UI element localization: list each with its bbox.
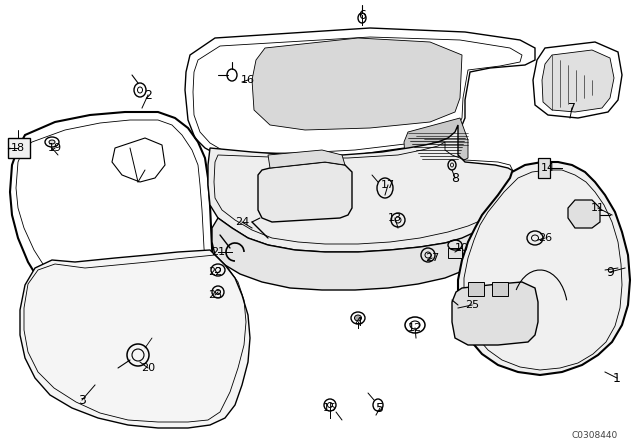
Polygon shape xyxy=(538,158,550,178)
Text: 21: 21 xyxy=(211,247,225,257)
Polygon shape xyxy=(568,200,600,228)
Polygon shape xyxy=(212,195,515,290)
Text: 18: 18 xyxy=(11,143,25,153)
Polygon shape xyxy=(258,162,352,222)
Text: 9: 9 xyxy=(606,266,614,279)
Text: 4: 4 xyxy=(354,315,362,328)
Polygon shape xyxy=(452,282,538,345)
Text: 5: 5 xyxy=(376,401,384,414)
Polygon shape xyxy=(448,248,462,258)
Polygon shape xyxy=(268,150,345,168)
Polygon shape xyxy=(208,125,518,252)
Text: 16: 16 xyxy=(241,75,255,85)
Polygon shape xyxy=(492,282,508,296)
Text: 23: 23 xyxy=(208,290,222,300)
Text: 2: 2 xyxy=(144,89,152,102)
Text: 10: 10 xyxy=(455,243,469,253)
Text: 27: 27 xyxy=(425,253,439,263)
Polygon shape xyxy=(8,138,30,158)
Polygon shape xyxy=(20,250,250,428)
Text: 13: 13 xyxy=(388,213,402,223)
Text: 15: 15 xyxy=(323,403,337,413)
Text: 17: 17 xyxy=(381,180,395,190)
Text: 3: 3 xyxy=(78,393,86,406)
Polygon shape xyxy=(468,282,484,296)
Text: 14: 14 xyxy=(541,163,555,173)
Text: 19: 19 xyxy=(48,143,62,153)
Polygon shape xyxy=(458,162,630,375)
Text: 6: 6 xyxy=(358,9,366,22)
Text: C0308440: C0308440 xyxy=(572,431,618,439)
Text: 24: 24 xyxy=(235,217,249,227)
Ellipse shape xyxy=(49,140,55,144)
Polygon shape xyxy=(404,118,468,165)
Text: 26: 26 xyxy=(538,233,552,243)
Ellipse shape xyxy=(355,315,362,321)
Polygon shape xyxy=(542,50,614,112)
Text: 20: 20 xyxy=(141,363,155,373)
Text: 8: 8 xyxy=(451,172,459,185)
Text: 12: 12 xyxy=(408,323,422,333)
Text: 7: 7 xyxy=(568,102,576,115)
Text: 22: 22 xyxy=(208,267,222,277)
Polygon shape xyxy=(252,38,462,130)
Text: 25: 25 xyxy=(465,300,479,310)
Text: 1: 1 xyxy=(613,371,621,384)
Text: 11: 11 xyxy=(591,203,605,213)
